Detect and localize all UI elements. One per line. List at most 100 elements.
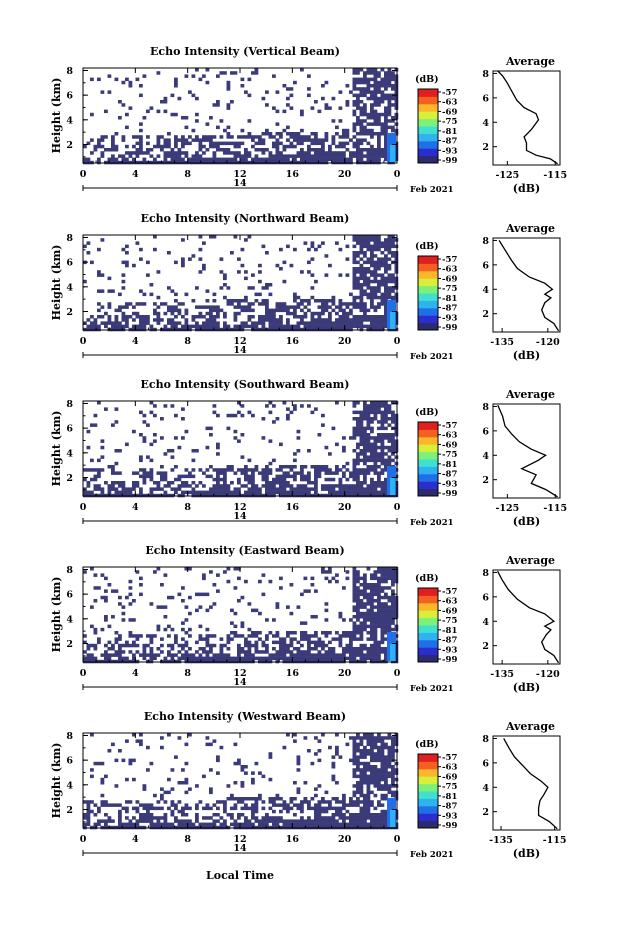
echo-cell [380, 621, 385, 625]
echo-cell [181, 302, 185, 306]
echo-cell [86, 157, 91, 162]
echo-cell [359, 768, 364, 772]
echo-cell [247, 627, 252, 632]
echo-cell [146, 471, 150, 475]
echo-cell [377, 433, 381, 437]
colorbar-unit: (dB) [415, 573, 439, 584]
echo-cell [377, 141, 381, 146]
echo-cell [359, 273, 364, 277]
echo-cell [240, 154, 245, 158]
echo-cell [370, 103, 374, 107]
echo-cell [352, 631, 357, 635]
echo-cell [240, 634, 245, 638]
echo-cell [377, 640, 381, 645]
echo-cell [380, 768, 385, 772]
echo-cell [146, 321, 150, 325]
echo-cell [251, 781, 255, 785]
echo-cell [153, 144, 157, 149]
echo-cell [370, 583, 374, 587]
echo-cell [121, 605, 126, 609]
echo-cell [272, 141, 276, 146]
echo-cell [394, 777, 399, 782]
echo-cell [139, 742, 143, 747]
echo-cell [275, 640, 280, 645]
echo-cell [177, 302, 182, 306]
echo-cell [195, 803, 199, 807]
echo-cell [342, 445, 346, 450]
echo-cell [300, 308, 304, 313]
echo-cell [366, 417, 371, 421]
echo-cell [373, 484, 378, 488]
echo-cell [265, 816, 269, 820]
echo-cell [363, 793, 367, 798]
echo-cell [370, 151, 374, 155]
echo-cell [342, 135, 346, 139]
echo-cell [258, 270, 262, 274]
echo-cell [272, 318, 276, 322]
echo-cell [104, 135, 108, 139]
echo-cell [170, 324, 175, 329]
echo-cell [370, 634, 374, 638]
echo-cell [279, 576, 283, 581]
echo-cell [387, 771, 392, 775]
echo-cell [184, 490, 189, 495]
echo-cell [338, 800, 343, 804]
echo-cell [160, 793, 164, 798]
day-label: 14 [233, 511, 247, 522]
echo-cell [391, 87, 395, 91]
echo-cell [230, 806, 234, 811]
colorbar-swatch [418, 444, 438, 453]
echo-cell [90, 774, 94, 779]
echo-cell [167, 141, 171, 146]
echo-cell [300, 592, 304, 597]
echo-cell [139, 634, 143, 638]
echo-cell [366, 595, 371, 600]
echo-cell [338, 119, 343, 123]
echo-cell [331, 816, 336, 820]
echo-cell [370, 468, 374, 472]
colorbar-swatch [418, 602, 438, 611]
echo-cell [86, 324, 91, 329]
echo-cell [314, 640, 318, 645]
average-title: Average [505, 554, 555, 567]
echo-cell [93, 484, 98, 488]
echo-cell [356, 426, 360, 431]
echo-cell [394, 132, 399, 136]
echo-cell [184, 318, 189, 322]
echo-cell [377, 138, 381, 142]
echo-cell [268, 481, 273, 485]
echo-cell [139, 474, 143, 479]
echo-cell [349, 487, 353, 491]
echo-cell [391, 611, 395, 616]
echo-cell [345, 157, 350, 162]
colorbar-swatch [418, 315, 438, 324]
echo-cell [293, 135, 297, 139]
echo-cell [111, 154, 115, 158]
echo-cell [387, 615, 392, 619]
echo-cell [370, 247, 374, 252]
echo-cell [366, 286, 371, 290]
echo-cell [300, 806, 304, 811]
echo-cell [86, 800, 91, 804]
echo-cell [363, 624, 367, 629]
echo-cell [198, 270, 203, 274]
y-tick-label: 4 [66, 780, 73, 791]
echo-cell [310, 465, 315, 469]
echo-cell [359, 742, 364, 747]
echo-cell [244, 484, 248, 488]
echo-cell [391, 241, 395, 245]
echo-cell [97, 458, 101, 463]
echo-cell [380, 608, 385, 613]
echo-cell [90, 423, 94, 427]
echo-cell [244, 640, 248, 645]
x-tick-label: 16 [286, 169, 300, 180]
echo-cell [359, 602, 364, 606]
echo-cell [373, 461, 378, 466]
echo-cell [230, 465, 234, 469]
echo-cell [153, 822, 157, 827]
echo-cell [373, 308, 378, 313]
echo-cell [272, 135, 276, 139]
echo-cell [352, 458, 357, 463]
echo-cell [132, 429, 136, 434]
echo-cell [247, 235, 252, 239]
